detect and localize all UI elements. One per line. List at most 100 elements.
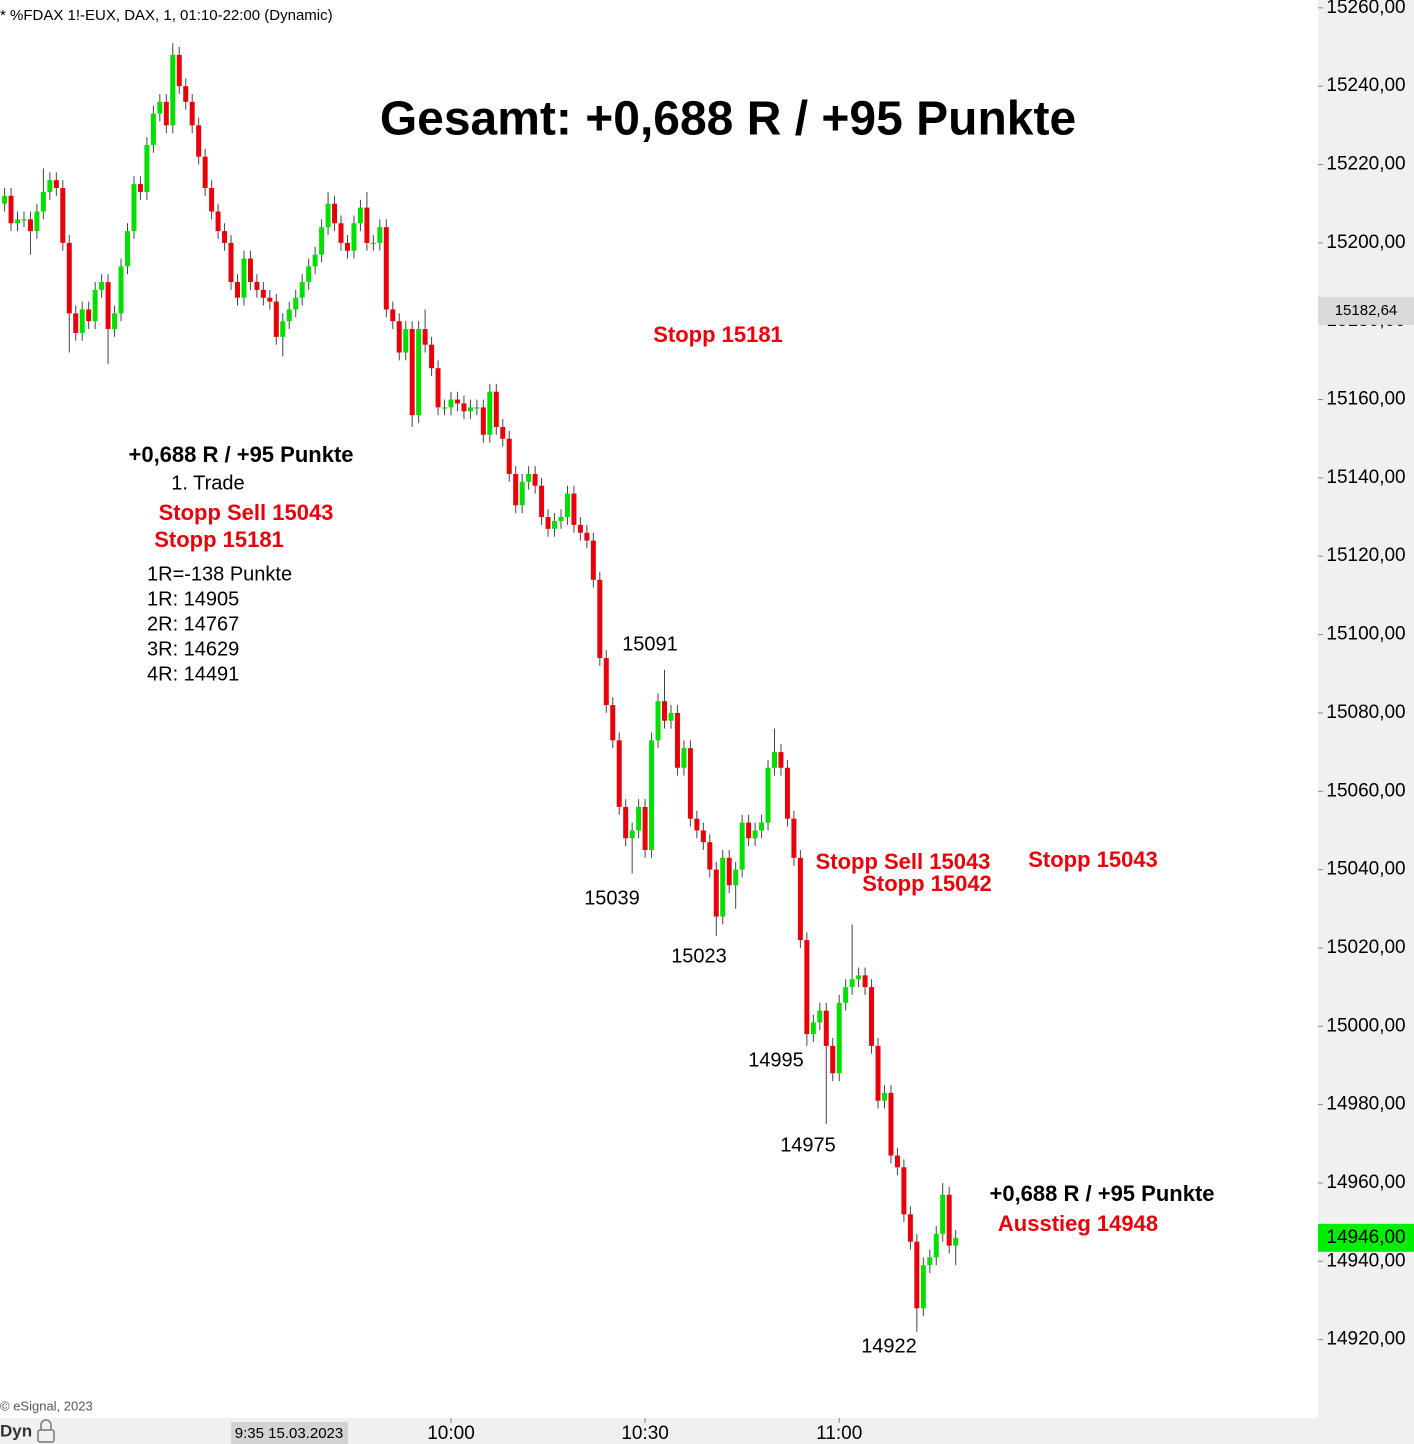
- candle-body: [830, 1045, 836, 1074]
- candle-body: [247, 258, 253, 283]
- annotation: Ausstieg 14948: [998, 1211, 1158, 1236]
- lock-icon[interactable]: [37, 1419, 55, 1443]
- candle-body: [810, 1022, 816, 1035]
- copyright: © eSignal, 2023: [0, 1398, 93, 1413]
- annotation: Stopp 15181: [653, 322, 783, 347]
- candle-body: [500, 426, 506, 439]
- candle-body: [163, 101, 169, 126]
- candle-body: [176, 54, 182, 87]
- candle-body: [843, 987, 849, 1003]
- candle-body: [73, 313, 79, 333]
- candle-body: [396, 321, 402, 353]
- candle-body: [241, 258, 247, 298]
- candle-body: [280, 321, 286, 337]
- candle-body: [817, 1010, 823, 1023]
- candle-body: [726, 857, 732, 886]
- annotation: 14995: [748, 1049, 804, 1071]
- candle-body: [694, 818, 700, 831]
- candle-body: [668, 712, 674, 721]
- candle-body: [480, 407, 486, 435]
- candle-body: [435, 368, 441, 408]
- y-tick-label: 15120,00: [1326, 545, 1405, 566]
- annotation: 1. Trade: [171, 472, 244, 494]
- candle-body: [79, 309, 85, 333]
- price-marker-label: 15182,64: [1335, 302, 1398, 319]
- annotation: 3R: 14629: [147, 638, 239, 660]
- candle-body: [390, 309, 396, 322]
- candle-body: [759, 822, 765, 831]
- candle-body: [539, 485, 545, 518]
- candle-body: [487, 391, 493, 435]
- candle-body: [629, 830, 635, 839]
- candle-body: [254, 282, 260, 290]
- candle-body: [299, 282, 305, 298]
- candle-body: [655, 701, 661, 741]
- candle-body: [370, 242, 376, 245]
- price-marker-box: [1318, 1223, 1414, 1252]
- candle-body: [552, 520, 558, 529]
- candle-body: [681, 748, 687, 768]
- candle-body: [15, 219, 21, 224]
- candle-body: [733, 869, 739, 886]
- candle-body: [403, 329, 409, 353]
- candle-body: [610, 705, 616, 741]
- candle-body: [649, 740, 655, 851]
- annotation: Stopp 15181: [154, 527, 284, 552]
- candle-body: [92, 289, 98, 322]
- candle-body: [869, 987, 875, 1046]
- candle-body: [545, 517, 551, 529]
- candle-body: [21, 219, 27, 221]
- candle-body: [234, 282, 240, 298]
- y-tick-label: 15020,00: [1326, 937, 1405, 958]
- annotation: +0,688 R / +95 Punkte: [128, 442, 353, 467]
- candle-body: [125, 231, 130, 267]
- annotation: 4R: 14491: [147, 663, 239, 685]
- candle-body: [953, 1237, 959, 1246]
- candle-body: [338, 223, 344, 243]
- candle-body: [687, 748, 693, 819]
- candle-body: [603, 658, 609, 706]
- lock-shackle: [40, 1419, 52, 1430]
- candle-body: [319, 227, 325, 255]
- candle-body: [209, 188, 215, 212]
- mode-label[interactable]: Dyn: [0, 1421, 32, 1440]
- candle-body: [739, 822, 745, 870]
- y-tick-label: 15100,00: [1326, 624, 1405, 645]
- candle-body: [34, 211, 40, 232]
- candle-body: [422, 329, 428, 345]
- candle-body: [927, 1257, 933, 1266]
- candle-body: [700, 830, 706, 843]
- candle-body: [933, 1233, 939, 1258]
- candle-body: [836, 1002, 842, 1074]
- candle-body: [312, 254, 318, 267]
- y-tick-label: 14980,00: [1326, 1094, 1405, 1115]
- y-tick-label: 15220,00: [1326, 154, 1405, 175]
- annotation: Gesamt: +0,688 R / +95 Punkte: [380, 93, 1076, 146]
- candle-body: [170, 54, 176, 126]
- candle-body: [577, 524, 583, 533]
- candle-body: [746, 822, 752, 839]
- candle-body: [377, 227, 383, 243]
- candle-body: [112, 313, 118, 330]
- candle-body: [623, 806, 629, 839]
- candle-body: [532, 473, 538, 486]
- y-tick-label: 14940,00: [1326, 1250, 1405, 1271]
- candle-body: [66, 242, 72, 314]
- annotation: Stopp Sell 15043: [816, 849, 991, 874]
- cursor-label-box: [231, 1422, 348, 1444]
- candle-body: [765, 767, 771, 823]
- candle-body: [564, 493, 570, 518]
- candle-body: [875, 1045, 881, 1101]
- candle-body: [914, 1241, 920, 1309]
- candle-body: [720, 857, 726, 917]
- candle-body: [940, 1194, 946, 1234]
- annotation: Stopp 15042: [862, 871, 992, 896]
- candle-body: [513, 473, 519, 506]
- candle-body: [881, 1092, 887, 1101]
- candle-body: [344, 242, 350, 251]
- y-tick-label: 15260,00: [1326, 0, 1405, 18]
- candle-body: [293, 297, 299, 310]
- candle-body: [442, 407, 448, 409]
